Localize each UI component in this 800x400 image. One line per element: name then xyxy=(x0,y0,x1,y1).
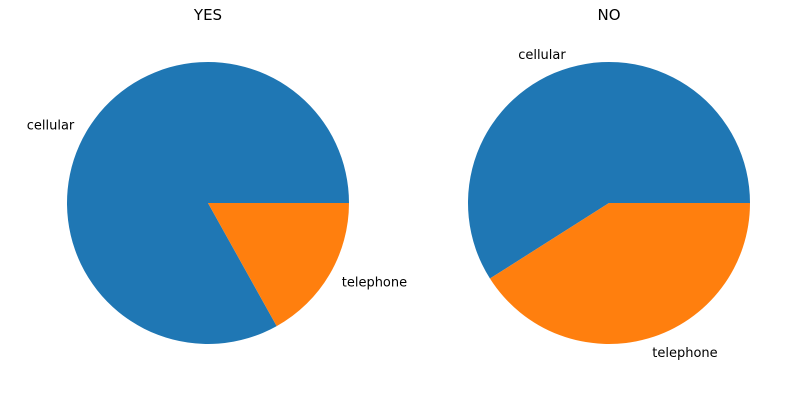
slice-label-cellular: cellular xyxy=(518,48,566,63)
pie-slice-telephone xyxy=(489,203,750,344)
pie-slice-cellular xyxy=(67,61,350,344)
pie-chart-yes: YES cellular telephone xyxy=(27,6,407,344)
chart-title-no: NO xyxy=(597,6,620,24)
pie-slice-telephone xyxy=(208,203,349,327)
slice-label-telephone: telephone xyxy=(652,346,717,361)
pie-slice-cellular xyxy=(467,61,750,279)
chart-title-yes: YES xyxy=(193,6,222,24)
pie-chart-no: NO cellular telephone xyxy=(467,6,750,361)
slice-label-cellular: cellular xyxy=(27,118,75,133)
slice-label-telephone: telephone xyxy=(342,276,407,291)
